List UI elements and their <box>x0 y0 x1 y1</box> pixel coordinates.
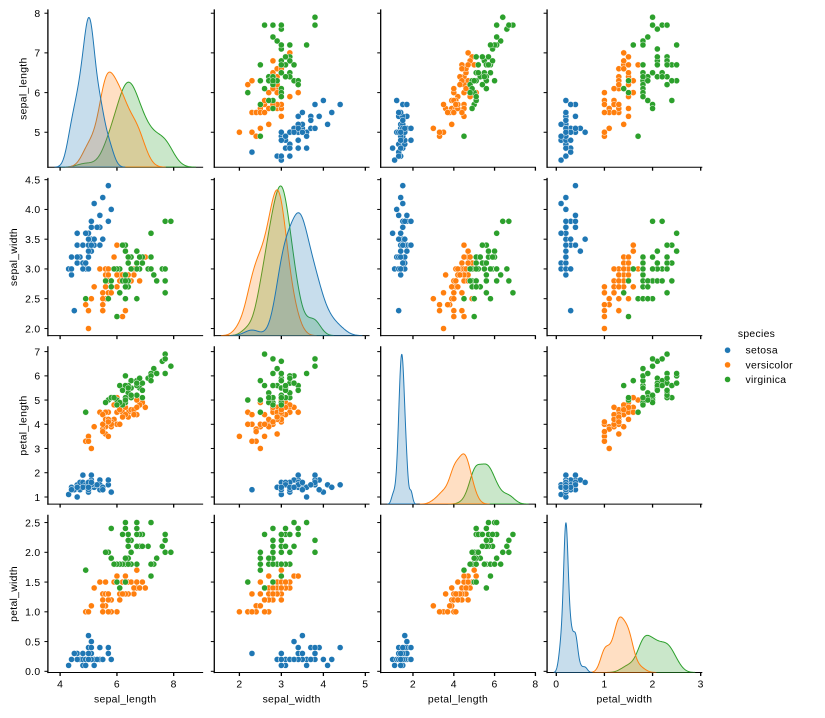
svg-text:6: 6 <box>34 88 40 99</box>
svg-text:3.0: 3.0 <box>25 265 40 276</box>
svg-text:sepal_length: sepal_length <box>18 57 29 119</box>
svg-text:1.5: 1.5 <box>25 578 40 589</box>
svg-text:1: 1 <box>601 680 607 691</box>
svg-text:setosa: setosa <box>746 346 778 357</box>
svg-text:2: 2 <box>410 680 416 691</box>
svg-text:5: 5 <box>362 680 368 691</box>
svg-text:3: 3 <box>698 680 704 691</box>
svg-text:petal_length: petal_length <box>428 695 488 706</box>
svg-text:7: 7 <box>34 347 40 358</box>
svg-text:4: 4 <box>320 680 326 691</box>
svg-text:2.5: 2.5 <box>25 518 40 529</box>
svg-text:4: 4 <box>57 680 63 691</box>
svg-text:2.5: 2.5 <box>25 294 40 305</box>
svg-text:petal_width: petal_width <box>9 566 20 622</box>
svg-text:7: 7 <box>34 49 40 60</box>
svg-text:6: 6 <box>114 680 120 691</box>
svg-text:0.0: 0.0 <box>25 667 40 678</box>
svg-text:virginica: virginica <box>746 375 787 386</box>
svg-text:versicolor: versicolor <box>746 360 794 371</box>
svg-text:4: 4 <box>451 680 457 691</box>
svg-text:2.0: 2.0 <box>25 324 40 335</box>
svg-text:2: 2 <box>34 469 40 480</box>
svg-text:8: 8 <box>171 680 177 691</box>
svg-text:4.5: 4.5 <box>25 175 40 186</box>
svg-text:3: 3 <box>278 680 284 691</box>
svg-text:6: 6 <box>34 372 40 383</box>
svg-text:5: 5 <box>34 128 40 139</box>
svg-text:3: 3 <box>34 444 40 455</box>
svg-text:0.5: 0.5 <box>25 637 40 648</box>
svg-text:species: species <box>738 329 775 340</box>
svg-text:sepal_length: sepal_length <box>94 695 156 706</box>
svg-text:petal_width: petal_width <box>596 695 652 706</box>
svg-text:1.0: 1.0 <box>25 608 40 619</box>
svg-text:8: 8 <box>34 9 40 20</box>
svg-text:5: 5 <box>34 396 40 407</box>
svg-text:8: 8 <box>532 680 538 691</box>
svg-text:sepal_width: sepal_width <box>9 228 20 286</box>
svg-text:0: 0 <box>553 680 559 691</box>
svg-text:petal_length: petal_length <box>18 395 29 455</box>
svg-text:4: 4 <box>34 420 40 431</box>
svg-text:1: 1 <box>34 493 40 504</box>
svg-text:2: 2 <box>236 680 242 691</box>
svg-text:6: 6 <box>492 680 498 691</box>
svg-text:sepal_width: sepal_width <box>263 695 321 706</box>
svg-text:2.0: 2.0 <box>25 548 40 559</box>
svg-text:3.5: 3.5 <box>25 235 40 246</box>
svg-text:4.0: 4.0 <box>25 205 40 216</box>
svg-text:2: 2 <box>650 680 656 691</box>
